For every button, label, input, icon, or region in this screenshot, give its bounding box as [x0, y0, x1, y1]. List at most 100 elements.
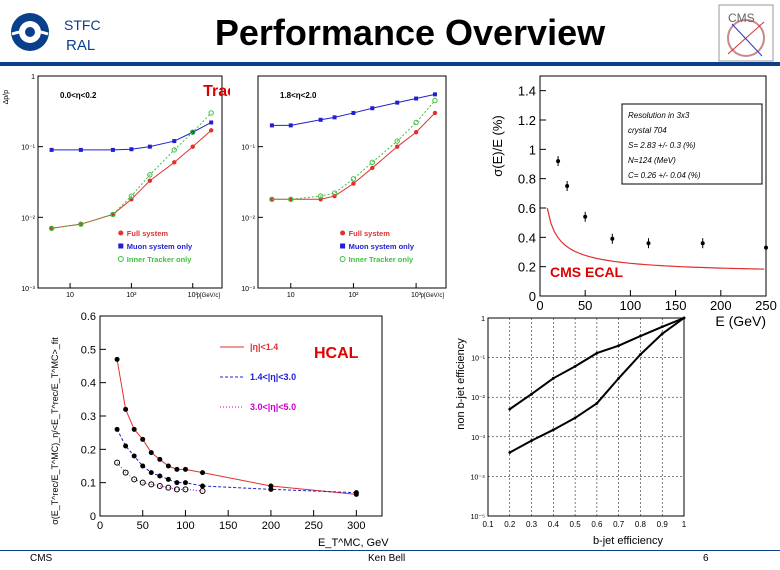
legend-marker	[340, 230, 346, 236]
series-line	[51, 112, 212, 229]
x-axis-label: p[GeV/c]	[197, 293, 221, 299]
data-point	[147, 144, 152, 149]
data-point	[78, 147, 83, 152]
x-tick-label: 100	[620, 298, 642, 313]
info-box-line: S= 2.83 +/- 0.3 (%)	[628, 141, 696, 150]
data-point	[200, 483, 206, 489]
data-point	[395, 100, 400, 105]
data-point	[370, 165, 375, 171]
x-tick-label: 0.9	[657, 520, 669, 529]
y-tick-label: 0.1	[81, 478, 96, 490]
data-point	[646, 241, 651, 246]
series-line	[116, 359, 357, 495]
x-tick-label: 0.6	[591, 520, 603, 529]
data-point	[148, 481, 155, 488]
y-tick-label: 10⁻¹	[471, 356, 485, 363]
footer-page-number: 6	[703, 553, 709, 564]
data-point	[556, 159, 561, 164]
data-point	[165, 476, 171, 482]
data-point	[172, 160, 177, 165]
y-tick-label: 10⁻¹	[21, 145, 35, 152]
data-point	[331, 190, 338, 196]
data-point	[700, 241, 705, 246]
y-axis-label: σ(E)/E (%)	[490, 115, 505, 176]
data-point	[114, 356, 120, 362]
x-tick-label: 0.4	[548, 520, 560, 529]
data-point	[413, 130, 419, 135]
y-tick-label: 0.6	[81, 311, 96, 323]
y-axis-label: σ(E_T^rec/E_T^MC)_η/<E_T^rec/E_T^MC>_fit	[50, 337, 60, 525]
x-tick-label: 250	[755, 298, 777, 313]
data-point	[209, 120, 214, 125]
y-tick-label: 0.8	[518, 172, 536, 187]
x-tick-label: 0.2	[504, 520, 516, 529]
tracking-caption: Tracking	[203, 83, 230, 100]
x-tick-label: 10³	[411, 292, 422, 299]
data-point	[200, 470, 206, 476]
data-point	[617, 344, 621, 348]
data-point	[432, 110, 438, 116]
data-point	[268, 486, 274, 492]
y-tick-label: 0.4	[81, 378, 96, 390]
data-point	[432, 92, 437, 97]
data-point	[199, 488, 206, 494]
chart-btag: 1 10⁻¹ 10⁻² 10⁻³ 10⁻⁴ 10⁻⁵0.1 0.2 0.3 0.4 0.5 0.6 0…	[455, 316, 687, 547]
fit-curve	[546, 207, 765, 270]
x-tick-label: 10²	[126, 292, 137, 299]
legend-label: Muon system only	[127, 242, 193, 251]
data-point	[318, 117, 323, 122]
data-point	[114, 459, 121, 466]
x-axis-label: b-jet efficiency	[593, 535, 664, 547]
footer-left: CMS	[30, 553, 53, 564]
data-point	[610, 236, 615, 241]
y-axis-label: non b-jet efficiency	[455, 338, 467, 430]
y-tick-label: 0.2	[81, 444, 96, 456]
data-point	[165, 463, 171, 469]
data-point	[332, 115, 337, 120]
plot-frame	[99, 315, 383, 517]
legend-label: |η|<1.4	[250, 342, 278, 352]
y-tick-label: 0.5	[81, 344, 96, 356]
y-tick-label: 10⁻³	[471, 435, 485, 442]
data-point	[639, 334, 642, 338]
stfc-text: STFC	[64, 17, 101, 33]
y-tick-label: 10⁻¹	[241, 145, 255, 152]
data-point	[530, 392, 533, 396]
data-point	[269, 123, 274, 128]
data-point	[174, 480, 180, 486]
info-box	[621, 103, 763, 185]
data-point	[110, 211, 116, 218]
legend-label: Muon system only	[349, 242, 415, 251]
data-point	[350, 176, 357, 182]
data-point	[182, 466, 188, 472]
data-point	[140, 463, 146, 469]
ecal-caption: CMS ECAL	[550, 264, 624, 280]
data-point	[573, 364, 577, 368]
y-tick-label: 10⁻⁴	[471, 474, 486, 481]
x-tick-label: 100	[176, 520, 194, 532]
legend-label: Inner Tracker only	[349, 255, 414, 264]
chart-tracking-right: 10⁻¹ 10⁻² 10⁻³ 10 10² 10³ p[GeV/c] 1.8<η<2.0 Ful…	[241, 75, 447, 299]
x-tick-label: 150	[665, 298, 687, 313]
x-tick-label: 0.1	[482, 520, 494, 529]
y-tick-label: 10⁻²	[471, 395, 485, 402]
y-tick-label: 10⁻³	[241, 286, 255, 293]
y-tick-label: 1.2	[518, 113, 536, 128]
data-point	[551, 428, 555, 432]
eta-annotation: 0.0<η<0.2	[60, 91, 97, 100]
data-point	[148, 470, 154, 476]
y-tick-label: 1.4	[518, 84, 536, 99]
x-tick-label: 50	[578, 298, 592, 313]
y-tick-label: 0.3	[81, 411, 96, 423]
data-point	[173, 486, 180, 493]
series-line	[271, 100, 436, 200]
x-tick-label: 0.5	[570, 520, 582, 529]
x-tick-label: 0	[536, 298, 543, 313]
data-point	[182, 486, 189, 493]
x-tick-label: 200	[262, 520, 280, 532]
x-tick-label: 10³	[188, 292, 199, 299]
legend-label: Full system	[349, 229, 391, 238]
data-point	[617, 376, 621, 380]
data-point	[370, 106, 375, 111]
